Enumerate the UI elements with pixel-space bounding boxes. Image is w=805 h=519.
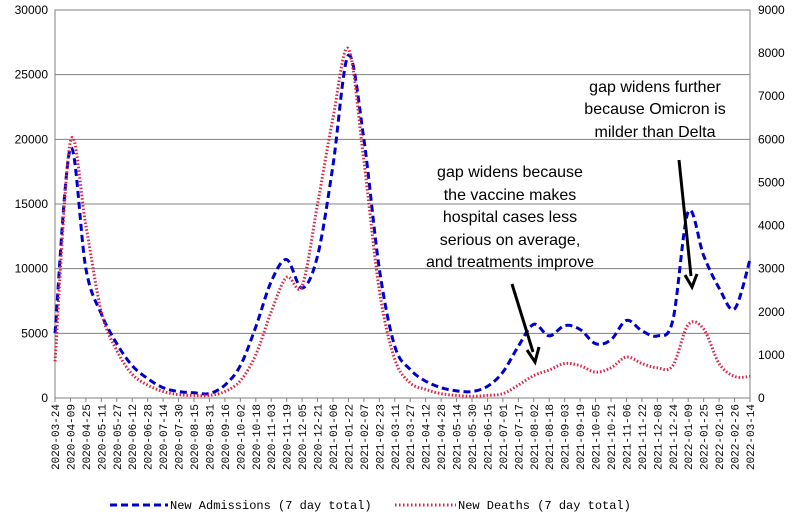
- x-tick-label: 2020-10-02: [236, 404, 248, 470]
- x-tick-label: 2021-01-06: [329, 404, 341, 470]
- x-tick-label: 2021-01-22: [344, 404, 356, 470]
- x-tick-label: 2021-11-06: [622, 404, 634, 470]
- x-tick-label: 2021-07-01: [499, 404, 511, 470]
- y-left-tick-label: 15000: [15, 197, 49, 211]
- x-tick-label: 2020-03-24: [51, 404, 63, 470]
- series-group: [53, 46, 752, 398]
- x-tick-label: 2021-12-08: [653, 404, 665, 470]
- x-tick-label: 2021-11-22: [638, 404, 650, 470]
- series-line-deaths: [53, 46, 751, 398]
- x-tick-label: 2021-07-17: [514, 404, 526, 470]
- y-left-tick-label: 10000: [15, 262, 49, 276]
- x-tick-label: 2020-11-19: [283, 404, 295, 470]
- annotation-omicron-line-3: milder than Delta: [595, 124, 716, 141]
- annotation-vaccine-line-3: hospital cases less: [443, 209, 577, 226]
- x-tick-label: 2021-03-11: [391, 404, 403, 470]
- annotation-omicron: gap widens further because Omicron is mi…: [584, 79, 726, 291]
- x-tick-label: 2021-09-03: [561, 404, 573, 470]
- annotation-vaccine-line-2: the vaccine makes: [444, 187, 577, 204]
- annotation-vaccine-line-4: serious on average,: [440, 232, 581, 249]
- x-tick-label: 2021-05-30: [468, 404, 480, 470]
- x-tick-label: 2021-02-23: [375, 404, 387, 470]
- x-tick-label: 2020-10-18: [252, 404, 264, 470]
- x-tick-label: 2021-09-19: [576, 404, 588, 470]
- y-right-tick-label: 1000: [758, 348, 785, 362]
- annotation-vaccine-line-1: gap widens because: [437, 164, 583, 181]
- x-tick-label: 2021-10-21: [607, 404, 619, 470]
- x-tick-label: 2020-04-25: [82, 404, 94, 470]
- y-right-tick-label: 4000: [758, 219, 785, 233]
- x-tick-label: 2020-06-28: [144, 404, 156, 470]
- annotation-vaccine-arrowhead: [525, 346, 541, 366]
- x-tick-label: 2021-04-12: [422, 404, 434, 470]
- x-tick-label: 2020-12-21: [314, 404, 326, 470]
- x-tick-label: 2020-05-27: [113, 404, 125, 470]
- x-tick-label: 2022-01-25: [700, 404, 712, 470]
- x-tick-label: 2020-07-14: [159, 404, 171, 470]
- legend-label-admissions: New Admissions (7 day total): [170, 499, 372, 513]
- x-tick-label: 2020-09-16: [221, 404, 233, 470]
- x-tick-label: 2022-03-14: [746, 404, 758, 470]
- y-right-tick-label: 2000: [758, 305, 785, 319]
- x-tick-label: 2021-08-18: [545, 404, 557, 470]
- annotation-omicron-line-2: because Omicron is: [584, 101, 725, 118]
- series-line-admissions: [53, 53, 752, 396]
- y-right-tick-label: 8000: [758, 46, 785, 60]
- x-tick-label: 2021-08-02: [530, 404, 542, 470]
- x-tick-label: 2021-02-07: [360, 404, 372, 470]
- annotation-vaccine: gap widens because the vaccine makes hos…: [426, 164, 594, 366]
- x-tick-label: 2021-04-28: [437, 404, 449, 470]
- y-right-tick-label: 3000: [758, 262, 785, 276]
- x-tick-label: 2021-10-05: [592, 404, 604, 470]
- x-tick-label: 2021-05-14: [453, 404, 465, 470]
- annotation-vaccine-arrow: [510, 283, 535, 353]
- x-tick-label: 2020-12-05: [298, 404, 310, 470]
- y-right-tick-label: 6000: [758, 132, 785, 146]
- y-axis-left: 0 5000 10000 15000 20000 25000 30000: [15, 3, 49, 405]
- y-right-tick-label: 5000: [758, 175, 785, 189]
- y-left-tick-label: 5000: [21, 326, 48, 340]
- y-right-tick-label: 7000: [758, 89, 785, 103]
- annotation-omicron-arrow: [677, 159, 693, 277]
- legend-label-deaths: New Deaths (7 day total): [458, 499, 631, 513]
- gridlines: [55, 9, 750, 334]
- x-tick-label: 2020-07-30: [175, 404, 187, 470]
- x-tick-label: 2020-08-31: [205, 404, 217, 470]
- x-tick-label: 2021-03-27: [406, 404, 418, 470]
- annotation-omicron-line-1: gap widens further: [589, 79, 721, 96]
- x-tick-label: 2021-06-15: [483, 404, 495, 470]
- y-left-tick-label: 0: [41, 391, 48, 405]
- legend: New Admissions (7 day total) New Deaths …: [110, 499, 631, 513]
- y-right-tick-label: 0: [758, 391, 765, 405]
- x-tick-label: 2021-12-24: [669, 404, 681, 470]
- x-tick-label: 2022-01-09: [684, 404, 696, 470]
- x-tick-label: 2020-05-11: [97, 404, 109, 470]
- x-tick-label: 2020-04-09: [66, 404, 78, 470]
- annotation-omicron-arrowhead: [683, 273, 699, 291]
- y-axis-right: 0 1000 2000 3000 4000 5000 6000 7000 8000 9000: [758, 3, 785, 405]
- annotation-vaccine-line-5: and treatments improve: [426, 254, 594, 271]
- x-axis: 2020-03-24 2020-04-09 2020-04-25 2020-05-11…: [51, 398, 758, 470]
- y-left-tick-label: 25000: [15, 68, 49, 82]
- y-left-tick-label: 30000: [15, 3, 49, 17]
- x-tick-label: 2020-11-03: [267, 404, 279, 470]
- y-right-tick-label: 9000: [758, 3, 785, 17]
- x-tick-label: 2020-08-15: [190, 404, 202, 470]
- x-tick-label: 2022-02-10: [715, 404, 727, 470]
- x-tick-label: 2020-06-12: [128, 404, 140, 470]
- y-left-tick-label: 20000: [15, 132, 49, 146]
- x-tick-label: 2022-02-26: [731, 404, 743, 470]
